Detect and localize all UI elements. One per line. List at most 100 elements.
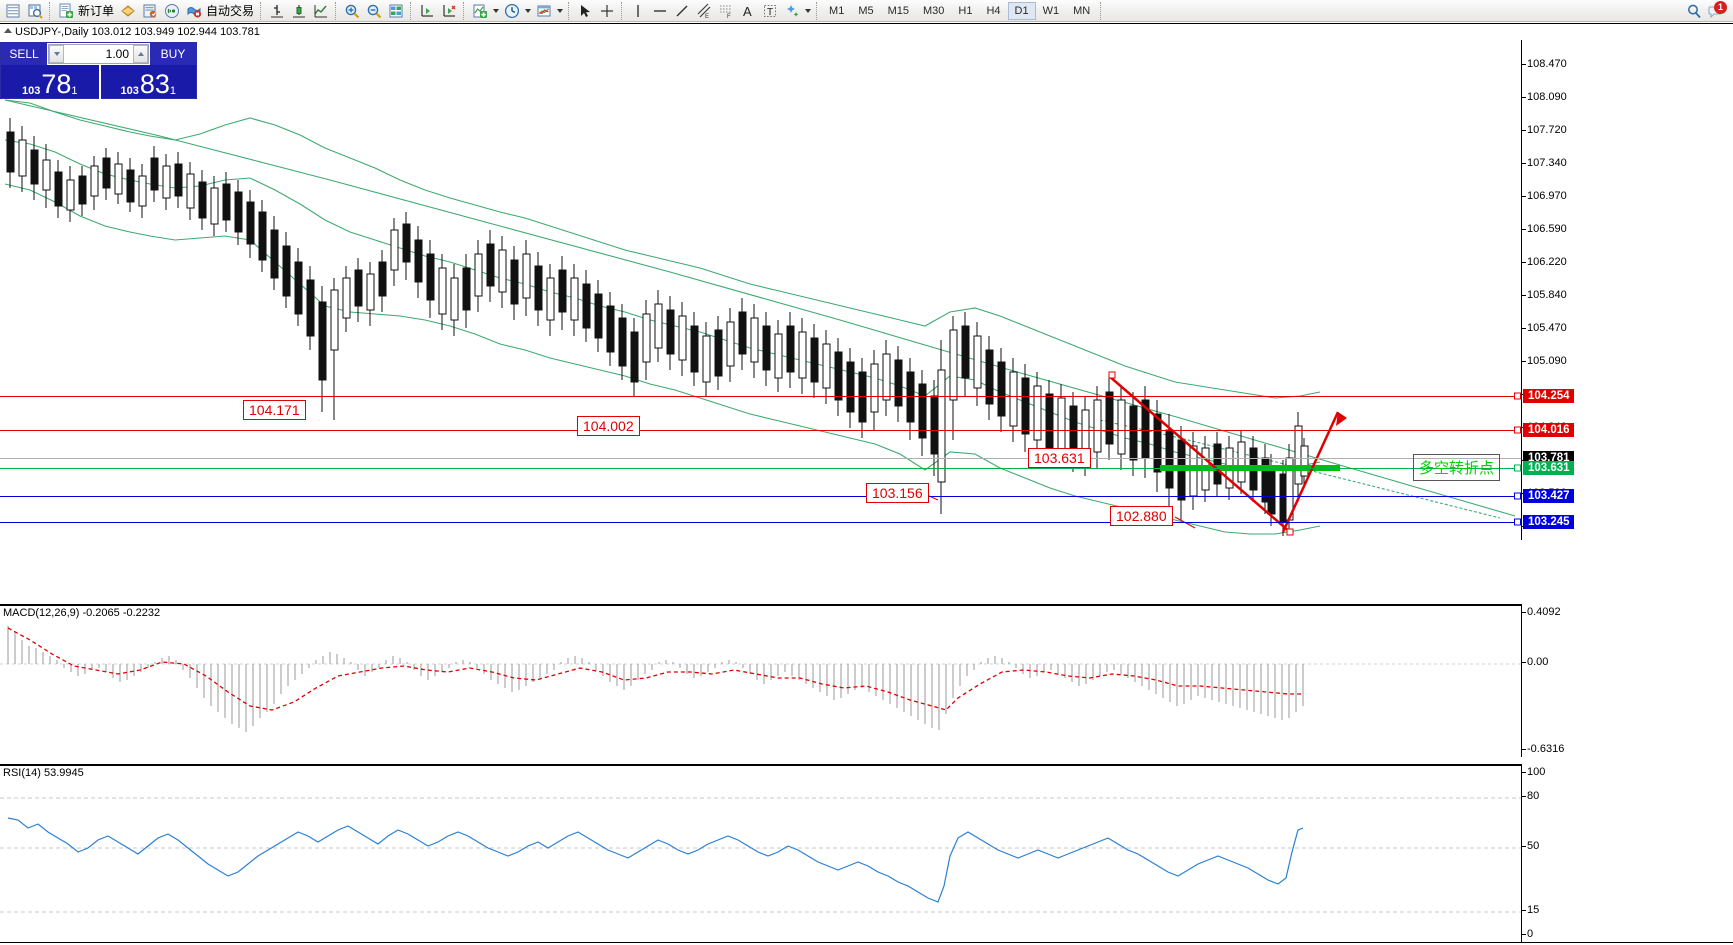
trendline-icon[interactable] — [671, 1, 693, 21]
timeframe-d1[interactable]: D1 — [1007, 1, 1036, 20]
price-tag-103427[interactable]: 103.427 — [1514, 489, 1574, 503]
cursor-icon[interactable] — [574, 1, 596, 21]
new-order-icon[interactable] — [55, 1, 77, 21]
new-order-label[interactable]: 新订单 — [78, 3, 115, 18]
toolbar-separator-5 — [463, 1, 466, 20]
autotrading-label[interactable]: 自动交易 — [206, 3, 255, 18]
price-pane[interactable]: 104.171 104.002 103.631 103.156 102.880 … — [0, 40, 1521, 540]
autotrading-icon[interactable] — [183, 1, 205, 21]
one-click-trading-panel[interactable]: SELL 1.00 BUY 103 78 1 103 83 1 — [0, 42, 197, 99]
rsi-label: RSI(14) 53.9945 — [3, 767, 84, 779]
volume-stepper[interactable]: 1.00 — [48, 44, 149, 64]
price-axis[interactable]: 108.470 108.090 107.720 107.340 106.970 … — [1514, 40, 1733, 540]
hline-104254[interactable] — [0, 396, 1521, 397]
rsi-graphics — [0, 797, 1521, 913]
data-window-icon[interactable] — [385, 1, 407, 21]
timeframe-h1[interactable]: H1 — [958, 4, 973, 17]
terminal-toggle-icon[interactable] — [2, 1, 24, 21]
timeframe-mn[interactable]: MN — [1073, 4, 1091, 17]
price-tick-3: 107.340 — [1522, 157, 1567, 169]
candlestick-chart-icon[interactable] — [288, 1, 310, 21]
timeframe-m15[interactable]: M15 — [887, 4, 909, 17]
price-tick-5: 106.590 — [1522, 223, 1567, 235]
horizontal-line-icon[interactable] — [649, 1, 671, 21]
crosshair-icon[interactable] — [596, 1, 618, 21]
octp-controls-row: SELL 1.00 BUY — [1, 43, 196, 65]
toolbar-separator-4 — [410, 1, 413, 20]
callout-103631[interactable]: 103.631 — [1028, 448, 1091, 468]
market-watch-icon[interactable] — [24, 1, 46, 21]
price-tag-value: 104.254 — [1528, 390, 1570, 402]
timeframe-h4[interactable]: H4 — [986, 4, 1001, 17]
callout-102880[interactable]: 102.880 — [1110, 506, 1173, 526]
buy-price-fraction: 1 — [169, 85, 177, 97]
price-tag-103631[interactable]: 103.631 — [1514, 461, 1574, 475]
callout-104002[interactable]: 104.002 — [577, 416, 640, 436]
price-tag-handle — [1514, 518, 1521, 526]
indicators-dropdown-caret[interactable] — [491, 1, 501, 21]
macd-tick-1: 0.00 — [1521, 656, 1549, 668]
indicators-icon[interactable] — [469, 1, 491, 21]
hline-103427[interactable] — [0, 496, 1521, 497]
chart-window[interactable]: USDJPY-,Daily 103.012 103.949 102.944 10… — [0, 23, 1733, 945]
buy-price[interactable]: 103 83 1 — [98, 65, 197, 99]
objects-icon[interactable] — [781, 1, 803, 21]
zoom-out-icon[interactable] — [363, 1, 385, 21]
templates-icon[interactable] — [533, 1, 555, 21]
bar-chart-icon[interactable] — [266, 1, 288, 21]
hline-103245[interactable] — [0, 522, 1521, 523]
periods-icon[interactable] — [501, 1, 523, 21]
sell-button[interactable]: SELL — [1, 43, 47, 65]
svg-text:A: A — [743, 4, 752, 19]
buy-price-main: 83 — [139, 69, 170, 99]
octp-prices-row: 103 78 1 103 83 1 — [1, 65, 196, 99]
volume-input[interactable]: 1.00 — [105, 47, 129, 61]
chart-shift-icon[interactable] — [438, 1, 460, 21]
templates-dropdown-caret[interactable] — [555, 1, 565, 21]
fibonacci-icon[interactable]: F — [715, 1, 737, 21]
vertical-line-icon[interactable] — [627, 1, 649, 21]
auto-scroll-icon[interactable] — [416, 1, 438, 21]
volume-increase-button[interactable] — [133, 45, 148, 63]
hline-104016[interactable] — [0, 430, 1521, 431]
price-tag-104016[interactable]: 104.016 — [1514, 423, 1574, 437]
strategy-tester-icon[interactable] — [139, 1, 161, 21]
sell-price-main: 78 — [41, 69, 72, 99]
volume-decrease-button[interactable] — [49, 45, 64, 63]
callout-connectors — [919, 457, 1196, 529]
toolbar-separator — [49, 1, 52, 20]
callout-104171[interactable]: 104.171 — [243, 400, 306, 420]
periods-dropdown-caret[interactable] — [523, 1, 533, 21]
timeframe-w1[interactable]: W1 — [1042, 4, 1060, 17]
notifications-icon[interactable]: 1 — [1705, 0, 1727, 21]
macd-pane[interactable]: MACD(12,26,9) -0.2065 -0.2232 — [0, 604, 1521, 757]
text-icon[interactable]: A — [737, 1, 759, 21]
sell-price[interactable]: 103 78 1 — [1, 65, 99, 99]
toolbar-separator-6 — [568, 1, 571, 20]
timeframe-m1[interactable]: M1 — [829, 4, 845, 17]
hline-103631[interactable] — [0, 468, 1521, 469]
chart-maximize-icon — [4, 28, 12, 33]
search-icon[interactable] — [1683, 1, 1705, 21]
rsi-pane[interactable]: RSI(14) 53.9945 — [0, 764, 1521, 942]
rsi-tick-3: 15 — [1521, 904, 1540, 916]
callout-103156[interactable]: 103.156 — [866, 483, 929, 503]
objects-dropdown-caret[interactable] — [803, 1, 813, 21]
callout-turning-point[interactable]: 多空转折点 — [1413, 454, 1501, 481]
candlestick-series — [6, 118, 1309, 536]
text-label-icon[interactable]: T — [759, 1, 781, 21]
toolbar-separator-9 — [1100, 1, 1103, 20]
price-tag-103245[interactable]: 103.245 — [1514, 515, 1574, 529]
price-tag-104254[interactable]: 104.254 — [1514, 389, 1574, 403]
macd-axis: 0.4092 0.00 -0.6316 — [1521, 604, 1733, 757]
signals-icon[interactable] — [161, 1, 183, 21]
macd-label: MACD(12,26,9) -0.2065 -0.2232 — [3, 607, 161, 619]
timeframe-m5[interactable]: M5 — [858, 4, 874, 17]
timeframe-m30[interactable]: M30 — [923, 4, 945, 17]
line-chart-icon[interactable] — [310, 1, 332, 21]
date-axis[interactable]: Jun 2020 18 Jun 2020 28 Jun 2020 7 Jul 2… — [0, 942, 1733, 945]
diamond-icon[interactable] — [117, 1, 139, 21]
zoom-in-icon[interactable] — [341, 1, 363, 21]
buy-button[interactable]: BUY — [150, 43, 196, 65]
equidistant-channel-icon[interactable]: E — [693, 1, 715, 21]
